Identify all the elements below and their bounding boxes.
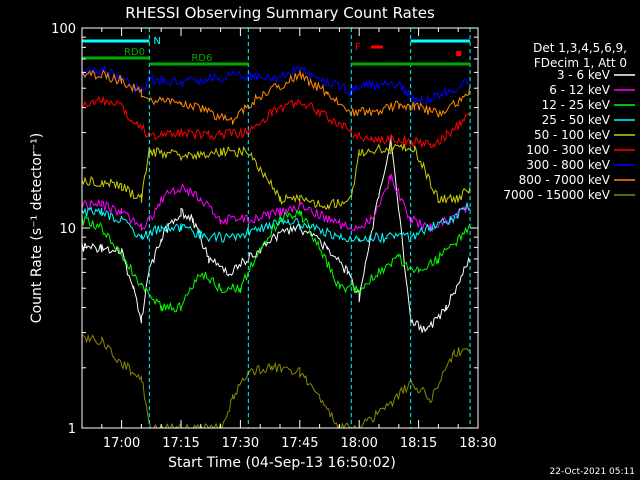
- series-2-line: [81, 173, 471, 233]
- legend-header-line: FDecim 1, Att 0: [534, 56, 627, 70]
- legend-label: 3 - 6 keV: [557, 68, 611, 82]
- series-4-line: [81, 202, 471, 244]
- flag-rd0-label: RD0: [124, 47, 145, 58]
- x-tick-label: 17:15: [162, 436, 199, 451]
- state-flag-layer: N RD0 RD6 F: [82, 28, 471, 428]
- flag-rd6-label: RD6: [191, 53, 212, 64]
- flag-n-label: N: [153, 36, 160, 47]
- legend-header-line: Det 1,3,4,5,6,9,: [533, 41, 627, 55]
- series-layer: [81, 64, 471, 430]
- series-6-line: [82, 95, 471, 149]
- series-8-line: [81, 69, 471, 125]
- generation-timestamp: 22-Oct-2021 05:11: [550, 467, 635, 477]
- legend-label: 7000 - 15000 keV: [503, 188, 610, 202]
- x-tick-label: 18:15: [400, 436, 437, 451]
- y-tick-label: 1: [68, 422, 76, 437]
- flare-marker: [456, 51, 462, 56]
- x-tick-label: 17:00: [103, 436, 140, 451]
- y-axis-label: Count Rate (s⁻¹ detector⁻¹): [29, 133, 45, 323]
- legend-label: 50 - 100 keV: [534, 128, 611, 142]
- series-7-line: [81, 64, 471, 105]
- series-5-line: [81, 143, 471, 211]
- x-tick-label: 18:30: [459, 436, 496, 451]
- legend-label: 300 - 800 keV: [526, 158, 610, 172]
- y-tick-label: 100: [51, 22, 76, 37]
- legend-label: 800 - 7000 keV: [519, 173, 611, 187]
- legend-label: 25 - 50 keV: [542, 113, 611, 127]
- series-1-line: [81, 135, 471, 333]
- legend-label: 12 - 25 keV: [542, 98, 611, 112]
- legend: Det 1,3,4,5,6,9,FDecim 1, Att 03 - 6 keV…: [503, 41, 635, 202]
- flag-f-label: F: [355, 42, 361, 53]
- x-tick-label: 17:45: [281, 436, 318, 451]
- y-tick-label: 10: [59, 222, 76, 237]
- legend-label: 100 - 300 keV: [526, 143, 610, 157]
- axis-layer: 17:00 17:15 17:30 17:45 18:00 18:15 18:30 1 10 10…: [51, 22, 497, 451]
- legend-label: 6 - 12 keV: [549, 83, 611, 97]
- series-3-line: [81, 209, 471, 313]
- x-axis-label: Start Time (04-Sep-13 16:50:02): [168, 455, 396, 471]
- chart-title: RHESSI Observing Summary Count Rates: [125, 4, 435, 22]
- x-tick-label: 18:00: [340, 436, 377, 451]
- series-9-line: [81, 334, 471, 430]
- x-tick-label: 17:30: [222, 436, 259, 451]
